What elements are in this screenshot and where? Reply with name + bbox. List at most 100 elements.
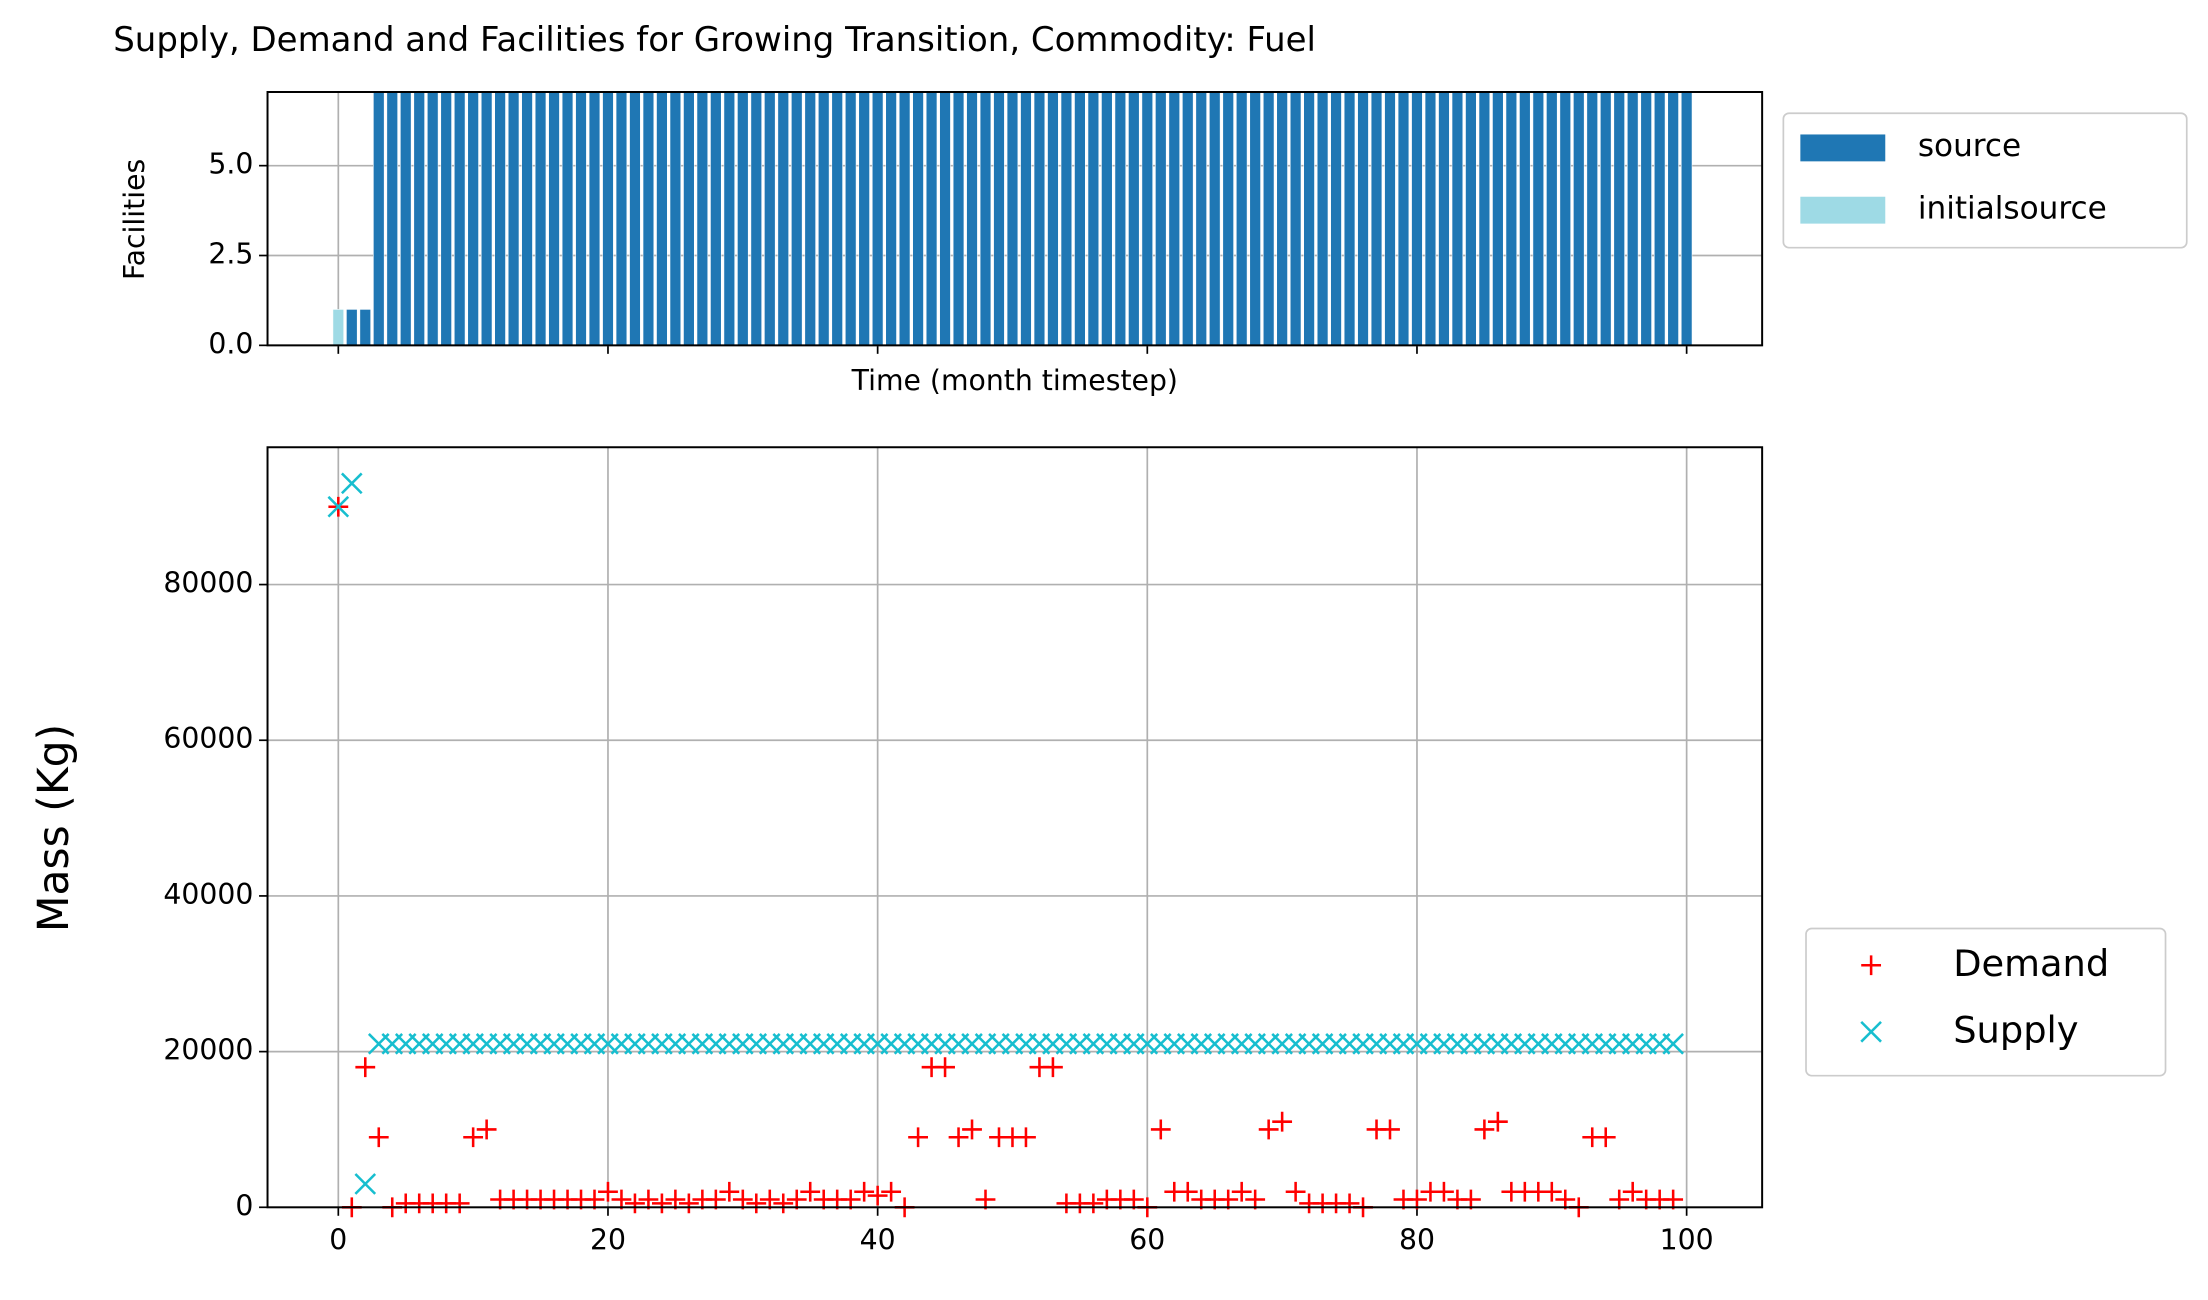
bar (642, 91, 655, 346)
x-axis-label: Time (month timestep) (851, 364, 1178, 397)
bar (1168, 91, 1180, 346)
bar (1546, 91, 1558, 346)
bar (373, 91, 385, 346)
marker (759, 1189, 780, 1210)
bar (1236, 91, 1248, 346)
marker (1339, 1193, 1360, 1214)
bar (1209, 91, 1221, 346)
bar (696, 91, 709, 346)
bar (669, 91, 682, 346)
bar (750, 91, 762, 346)
marker (625, 1193, 645, 1214)
marker (840, 1189, 861, 1210)
marker (786, 1189, 807, 1210)
x-tick-label: 40 (860, 1223, 896, 1256)
legend: source initialsource (1782, 112, 2188, 249)
marker (1016, 1127, 1036, 1148)
bar (1155, 91, 1167, 346)
y-axis-label: Mass (Kg) (30, 724, 79, 932)
marker (598, 1181, 618, 1202)
marker (638, 1189, 659, 1210)
bar (453, 91, 466, 346)
bar (1249, 91, 1261, 346)
marker (1258, 1119, 1279, 1140)
bar (1478, 91, 1491, 346)
bar (656, 91, 668, 346)
marker (449, 1193, 470, 1214)
bar (979, 91, 992, 346)
bar (737, 91, 749, 346)
bar (1316, 91, 1329, 346)
bar (858, 91, 870, 346)
marker (1407, 1189, 1427, 1210)
bar (1613, 91, 1625, 346)
bars (332, 91, 1693, 346)
marker (908, 1127, 928, 1148)
marker (327, 495, 350, 518)
marker (1541, 1181, 1562, 1202)
legend: Demand Supply (1805, 927, 2167, 1077)
marker (719, 1181, 740, 1202)
bar (966, 91, 978, 346)
marker (611, 1189, 632, 1210)
bar (1370, 91, 1383, 346)
bar (1397, 91, 1410, 346)
marker (354, 1173, 377, 1195)
y-tick-label: 20000 (163, 1034, 253, 1067)
marker (773, 1193, 794, 1214)
marker (1043, 1057, 1063, 1078)
bar (1680, 91, 1693, 346)
bar (480, 91, 493, 346)
bar (386, 91, 398, 346)
bar (1519, 91, 1531, 346)
y-tick-label: 40000 (163, 878, 253, 911)
marker (1609, 1189, 1630, 1210)
bar (1033, 91, 1046, 346)
y-tick-label: 5.0 (208, 148, 253, 181)
marker (854, 1181, 875, 1202)
marker (746, 1193, 767, 1214)
bar (1424, 91, 1437, 346)
marker (1218, 1189, 1239, 1210)
bar (885, 91, 897, 346)
bar (1087, 91, 1100, 346)
marker (340, 472, 363, 495)
bar (1492, 91, 1504, 346)
bar (1276, 91, 1288, 346)
bar (831, 91, 843, 346)
bar (1114, 91, 1127, 346)
marker (1555, 1189, 1576, 1210)
marker (1474, 1119, 1495, 1140)
bar (723, 91, 736, 346)
marker (1285, 1181, 1306, 1202)
marker (1177, 1181, 1198, 1202)
y-axis-label: Facilities (118, 159, 151, 280)
bar (561, 91, 574, 346)
bar (1195, 91, 1207, 346)
bar (413, 91, 425, 346)
marker (1663, 1189, 1684, 1210)
bar (602, 91, 614, 346)
marker (732, 1189, 753, 1210)
bar (993, 91, 1005, 346)
marker (800, 1181, 821, 1202)
marker (678, 1193, 699, 1214)
bar (629, 91, 641, 346)
marker (476, 1119, 497, 1140)
bar (939, 91, 951, 346)
marker (948, 1127, 969, 1148)
bar (1438, 91, 1450, 346)
bar (427, 91, 439, 346)
x-tick-label: 100 (1660, 1223, 1714, 1256)
marker (665, 1189, 686, 1210)
marker (368, 1127, 389, 1148)
bar (521, 91, 533, 346)
marker (1487, 1111, 1508, 1132)
facilities-plot: 0.0 2.5 5.0 source initialsource (208, 91, 2188, 360)
axes-frame (266, 91, 1764, 347)
bar (1384, 91, 1396, 346)
mass-plot: 0 20 40 60 80 100 0 20000 40000 60000 80000 Demand S… (163, 446, 2167, 1256)
legend-marker (1861, 955, 1882, 976)
marker (463, 1127, 484, 1148)
